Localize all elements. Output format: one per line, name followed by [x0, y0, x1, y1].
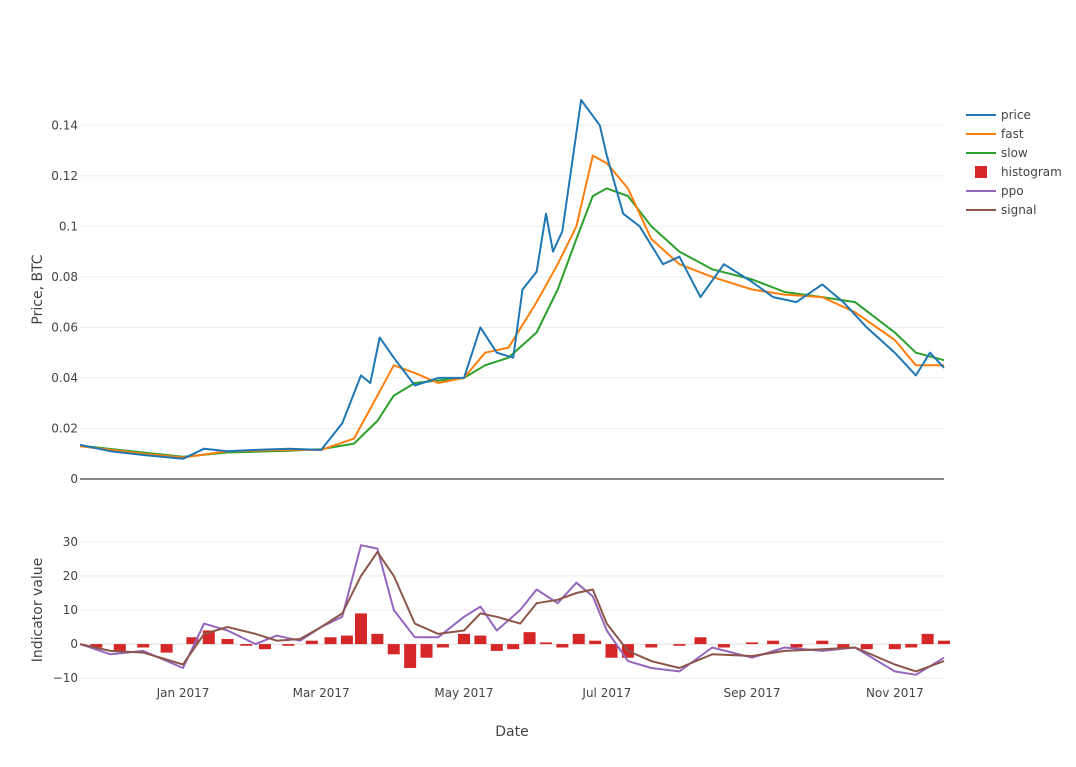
- histogram-bar: [305, 640, 318, 645]
- price-y-tick-label: 0.04: [51, 371, 78, 385]
- histogram-bar: [572, 633, 585, 645]
- x-tick-label: Sep 2017: [724, 686, 781, 700]
- histogram-bar: [354, 613, 367, 645]
- histogram-bar: [258, 644, 271, 650]
- histogram-bar: [746, 642, 758, 645]
- histogram-bar: [556, 644, 569, 648]
- histogram-bar: [137, 644, 150, 648]
- legend-label: price: [1001, 108, 1031, 122]
- histogram-bar: [458, 633, 470, 645]
- x-tick-label: Mar 2017: [293, 686, 350, 700]
- histogram-bar: [767, 640, 780, 645]
- histogram-bar: [605, 644, 618, 658]
- legend-label: ppo: [1001, 184, 1024, 198]
- x-axis-title: Date: [495, 724, 528, 740]
- price-y-tick-label: 0.08: [51, 270, 78, 284]
- histogram-bar: [371, 633, 384, 645]
- legend-item-ppo[interactable]: ppo: [966, 184, 1024, 198]
- histogram-bar: [420, 644, 433, 658]
- histogram-bar: [816, 640, 829, 645]
- histogram-bar: [645, 644, 658, 648]
- histogram-bar: [523, 632, 536, 645]
- histogram-bar: [888, 644, 901, 650]
- histogram-bar: [790, 644, 803, 648]
- histogram-bar: [860, 644, 873, 650]
- histogram-bar: [324, 637, 337, 645]
- price-y-tick-label: 0: [70, 472, 78, 486]
- legend-swatch: [975, 166, 987, 178]
- legend-label: fast: [1001, 127, 1024, 141]
- histogram-bar: [673, 644, 686, 646]
- x-tick-label: Nov 2017: [866, 686, 924, 700]
- histogram-bar: [340, 635, 353, 645]
- indicator-y-tick-label: 10: [63, 603, 78, 617]
- histogram-bar: [387, 644, 400, 655]
- histogram-bar: [404, 644, 417, 668]
- price-y-tick-label: 0.14: [51, 118, 78, 132]
- histogram-bar: [221, 638, 234, 645]
- histogram-bar: [240, 644, 253, 646]
- legend-item-signal[interactable]: signal: [966, 203, 1037, 217]
- histogram-bar: [474, 635, 487, 645]
- indicator-y-tick-label: 30: [63, 535, 78, 549]
- histogram-bar: [282, 644, 295, 646]
- histogram-bar: [694, 637, 707, 645]
- legend-label: signal: [1001, 203, 1037, 217]
- price-y-tick-label: 0.06: [51, 320, 78, 334]
- legend-item-histogram[interactable]: histogram: [975, 165, 1062, 179]
- histogram-bar: [490, 644, 503, 651]
- indicator-y-tick-label: 20: [63, 569, 78, 583]
- histogram-bar: [186, 637, 199, 645]
- x-tick-label: May 2017: [434, 686, 493, 700]
- histogram-bar: [837, 644, 850, 648]
- price-y-tick-label: 0.12: [51, 169, 78, 183]
- indicator-y-axis-title: Indicator value: [30, 558, 46, 663]
- legend-item-slow[interactable]: slow: [966, 146, 1028, 160]
- histogram-bar: [90, 644, 103, 648]
- histogram-bar: [905, 644, 918, 648]
- histogram-bar: [589, 640, 602, 645]
- x-tick-label: Jul 2017: [581, 686, 631, 700]
- slow-series-line: [79, 187, 945, 458]
- indicator-y-tick-label: 0: [70, 637, 78, 651]
- histogram-bar: [507, 644, 520, 650]
- legend-label: histogram: [1001, 165, 1062, 179]
- price-series-line: [79, 99, 945, 460]
- histogram-bar: [717, 644, 730, 648]
- histogram-bar: [938, 640, 950, 645]
- price-y-axis-title: Price, BTC: [30, 254, 46, 324]
- histogram-bar: [921, 633, 934, 645]
- legend-item-fast[interactable]: fast: [966, 127, 1024, 141]
- x-tick-label: Jan 2017: [156, 686, 210, 700]
- histogram-bar: [539, 642, 552, 645]
- price-y-tick-label: 0.02: [51, 421, 78, 435]
- legend-item-price[interactable]: price: [966, 108, 1031, 122]
- histogram-bar: [160, 644, 173, 653]
- histogram-bar: [113, 644, 126, 651]
- histogram-bar: [436, 644, 449, 648]
- indicator-y-tick-label: −10: [53, 671, 78, 685]
- signal-series-line: [79, 551, 945, 673]
- fast-series-line: [79, 154, 944, 459]
- legend-label: slow: [1001, 146, 1028, 160]
- price-y-tick-label: 0.1: [59, 219, 78, 233]
